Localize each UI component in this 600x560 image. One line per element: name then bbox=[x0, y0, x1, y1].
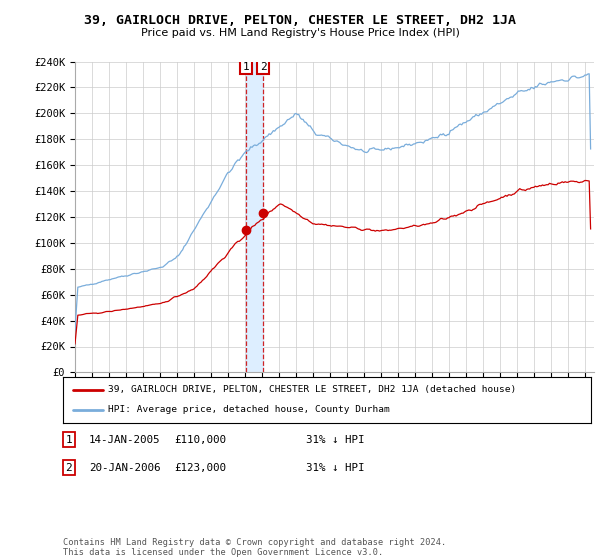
Text: Contains HM Land Registry data © Crown copyright and database right 2024.
This d: Contains HM Land Registry data © Crown c… bbox=[63, 538, 446, 557]
Text: 39, GAIRLOCH DRIVE, PELTON, CHESTER LE STREET, DH2 1JA: 39, GAIRLOCH DRIVE, PELTON, CHESTER LE S… bbox=[84, 14, 516, 27]
Text: 1: 1 bbox=[242, 62, 249, 72]
Text: HPI: Average price, detached house, County Durham: HPI: Average price, detached house, Coun… bbox=[108, 405, 389, 414]
Text: 2: 2 bbox=[260, 62, 266, 72]
Text: 39, GAIRLOCH DRIVE, PELTON, CHESTER LE STREET, DH2 1JA (detached house): 39, GAIRLOCH DRIVE, PELTON, CHESTER LE S… bbox=[108, 385, 516, 394]
Text: 1: 1 bbox=[65, 435, 73, 445]
Text: 14-JAN-2005: 14-JAN-2005 bbox=[89, 435, 160, 445]
Text: 31% ↓ HPI: 31% ↓ HPI bbox=[306, 463, 365, 473]
Text: £110,000: £110,000 bbox=[174, 435, 226, 445]
Text: Price paid vs. HM Land Registry's House Price Index (HPI): Price paid vs. HM Land Registry's House … bbox=[140, 28, 460, 38]
Bar bbox=[246, 62, 263, 372]
Text: 31% ↓ HPI: 31% ↓ HPI bbox=[306, 435, 365, 445]
Text: 2: 2 bbox=[65, 463, 73, 473]
Text: 20-JAN-2006: 20-JAN-2006 bbox=[89, 463, 160, 473]
Text: £123,000: £123,000 bbox=[174, 463, 226, 473]
